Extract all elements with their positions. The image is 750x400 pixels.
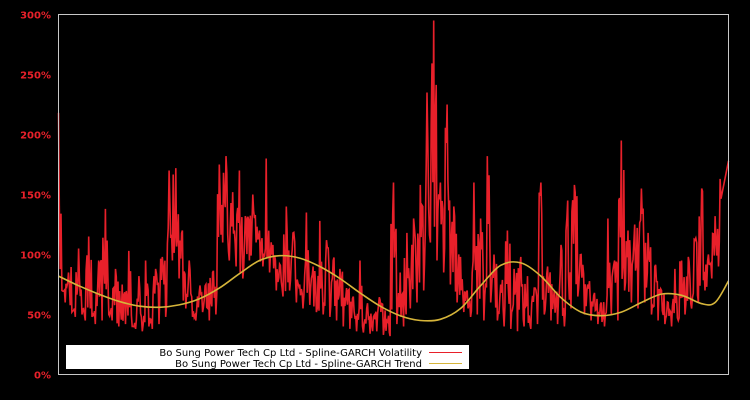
legend-label-volatility: Bo Sung Power Tech Cp Ltd - Spline-GARCH… <box>159 348 422 359</box>
y-tick-label: 300% <box>20 11 51 22</box>
legend: Bo Sung Power Tech Cp Ltd - Spline-GARCH… <box>66 345 469 370</box>
trend-line <box>58 254 730 322</box>
y-tick-label: 100% <box>20 251 51 262</box>
y-tick-label: 250% <box>20 71 51 82</box>
y-tick-label: 50% <box>27 311 51 322</box>
legend-box <box>66 345 469 369</box>
plot-area <box>57 20 730 337</box>
legend-label-trend: Bo Sung Power Tech Cp Ltd - Spline-GARCH… <box>175 359 422 370</box>
y-tick-label: 200% <box>20 131 51 142</box>
y-tick-label: 150% <box>20 191 51 202</box>
y-axis: 0% 50% 100% 150% 200% 250% 300% <box>20 11 51 382</box>
y-tick-label: 0% <box>34 371 51 382</box>
plot-frame <box>58 14 729 375</box>
